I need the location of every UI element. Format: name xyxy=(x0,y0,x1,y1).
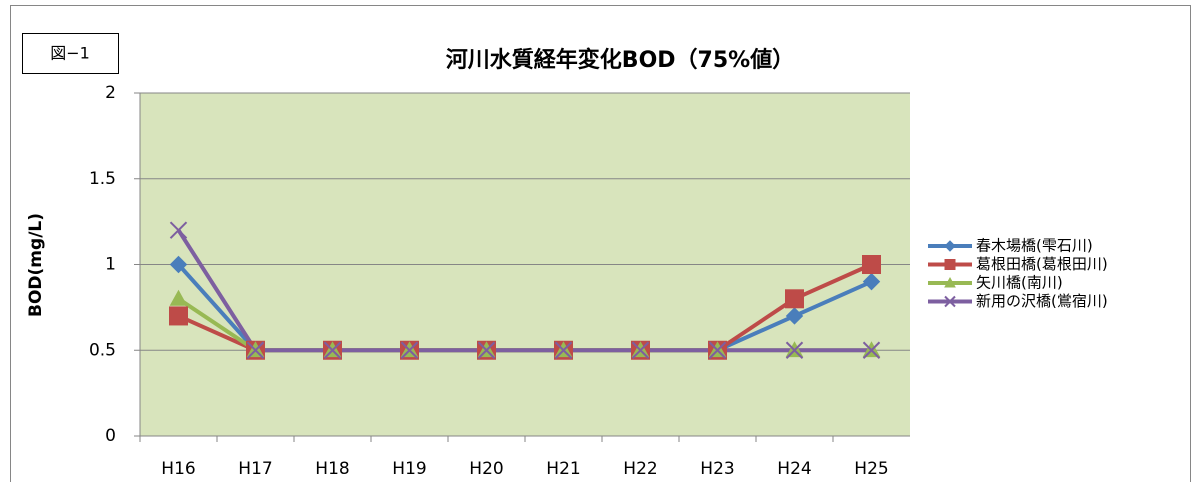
marker xyxy=(785,289,804,309)
legend-label: 春木場橋(雫石川) xyxy=(976,237,1093,255)
marker xyxy=(785,307,804,325)
x-tick-label: H18 xyxy=(315,459,349,479)
legend-label: 新用の沢橋(鴬宿川) xyxy=(976,292,1108,310)
y-tick-label: 1.5 xyxy=(89,169,116,189)
x-tick-label: H21 xyxy=(546,459,580,479)
x-tick-label: H23 xyxy=(700,459,734,479)
x-tick-label: H22 xyxy=(623,459,657,479)
y-tick-label: 0.5 xyxy=(89,340,116,360)
marker xyxy=(169,289,188,306)
marker xyxy=(169,306,188,326)
x-tick-label: H24 xyxy=(777,459,811,479)
figure-label: 図−1 xyxy=(50,44,90,63)
y-tick-label: 2 xyxy=(105,83,116,103)
marker xyxy=(323,341,342,359)
marker xyxy=(631,341,650,359)
x-tick-label: H25 xyxy=(854,459,888,479)
marker xyxy=(862,272,881,291)
x-tick-label: H19 xyxy=(392,459,426,479)
legend-label: 葛根田橋(葛根田川) xyxy=(976,255,1108,273)
x-tick-label: H20 xyxy=(469,459,503,479)
chart-title: 河川水質経年変化BOD（75%値） xyxy=(446,47,794,73)
marker xyxy=(944,295,956,308)
x-tick-label: H16 xyxy=(161,459,195,479)
marker xyxy=(708,341,727,359)
x-tick-label: H17 xyxy=(238,459,272,479)
marker xyxy=(944,259,956,270)
marker xyxy=(554,341,573,359)
marker xyxy=(477,341,496,359)
marker xyxy=(785,341,804,359)
marker xyxy=(944,240,956,252)
figure-label-box xyxy=(22,33,119,74)
y-tick-label: 0 xyxy=(105,426,116,446)
marker xyxy=(169,255,188,274)
y-tick-label: 1 xyxy=(105,255,116,275)
marker xyxy=(862,255,881,274)
marker xyxy=(246,341,265,359)
marker xyxy=(944,276,956,288)
y-axis-label: BOD(mg/L) xyxy=(26,213,46,317)
series-line xyxy=(176,229,872,353)
marker xyxy=(862,341,881,359)
legend-label: 矢川橋(南川) xyxy=(976,274,1063,292)
marker xyxy=(169,221,188,239)
marker xyxy=(400,341,419,359)
